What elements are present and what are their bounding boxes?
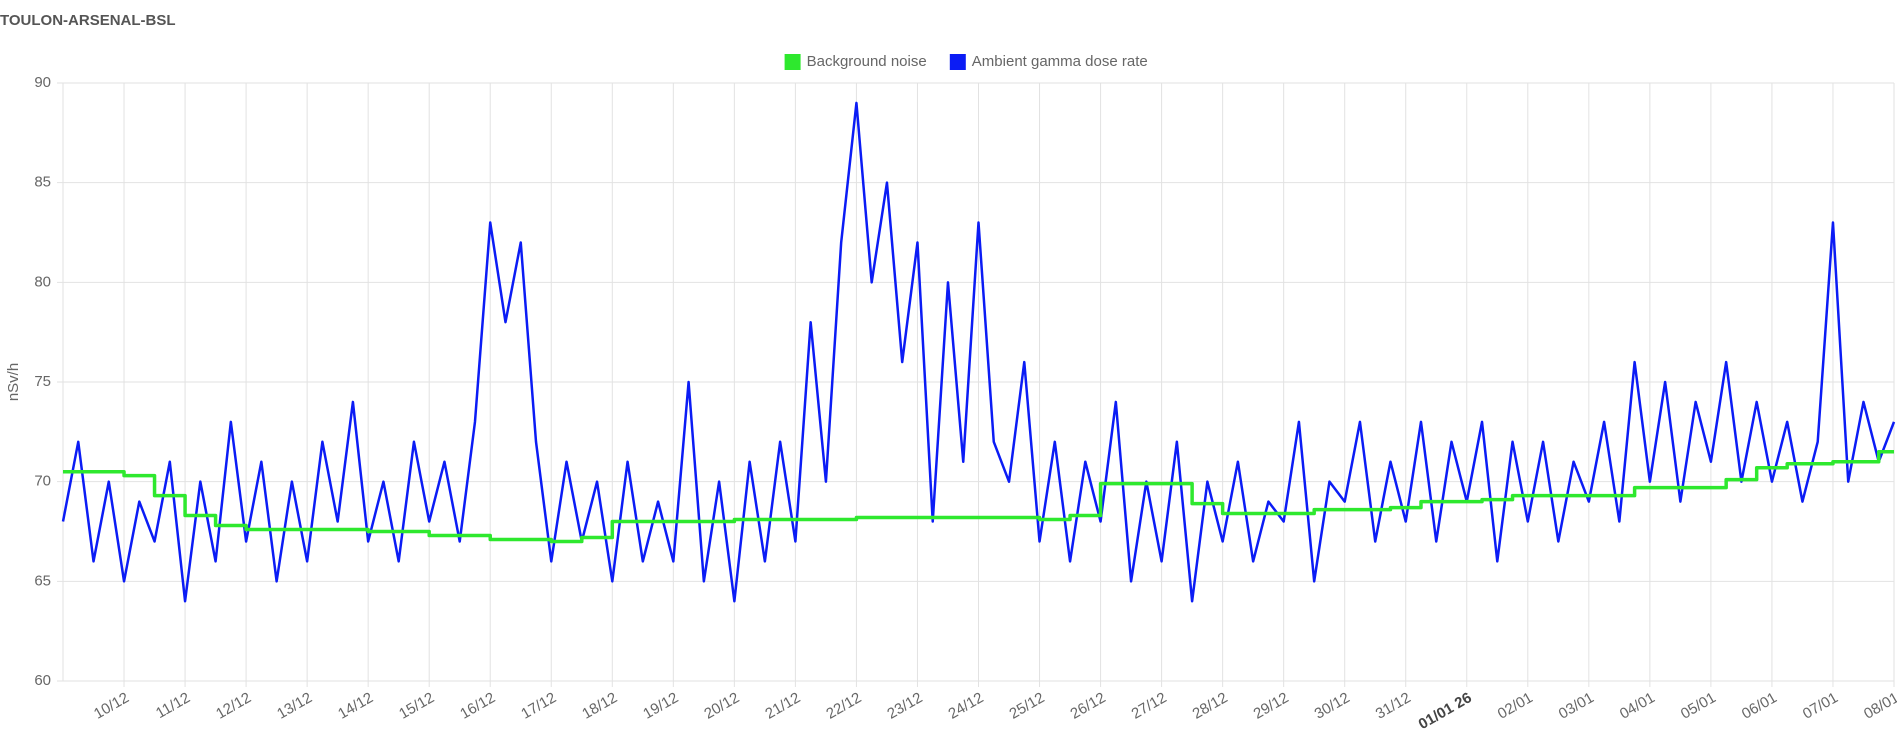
legend-swatch [949,54,966,70]
x-tick-label: 30/12 [1312,689,1353,722]
x-tick-label: 24/12 [945,689,986,722]
y-tick-label: 65 [34,572,51,589]
x-tick-label: 28/12 [1190,689,1231,722]
y-tick-label: 85 [34,174,51,191]
data-line [61,101,1896,603]
y-tick-label: 80 [34,273,51,290]
x-tick-label: 27/12 [1129,689,1170,722]
y-axis-label: nSv/h [5,363,22,401]
x-tick-label: 23/12 [884,689,925,722]
chart-title: TOULON-ARSENAL-BSL [0,12,176,29]
x-tick-label: 11/12 [153,689,193,722]
x-tick-label: 16/12 [457,689,498,722]
x-tick-label: 04/01 [1617,689,1658,722]
x-tick-label: 14/12 [335,689,376,722]
x-tick-label: 07/01 [1800,689,1841,722]
x-tick-label: 13/12 [274,689,315,722]
x-tick-label: 12/12 [213,689,254,722]
x-tick-label: 05/01 [1678,689,1719,722]
x-tick-label: 10/12 [91,689,132,722]
y-tick-label: 70 [34,473,51,490]
x-tick-label: 19/12 [640,689,681,722]
x-tick-label: 17/12 [518,689,559,722]
x-tick-label: 26/12 [1068,689,1109,722]
data-line [63,450,1894,544]
y-tick-label: 90 [34,74,51,91]
x-tick-label: 29/12 [1251,689,1292,722]
y-tick-label: 75 [34,373,51,390]
x-tick-label: 03/01 [1556,689,1597,722]
legend-label: Ambient gamma dose rate [972,53,1148,70]
x-tick-label: 25/12 [1007,689,1048,722]
legend-swatch [784,54,801,70]
legend-label: Background noise [807,53,927,70]
x-tick-label: 18/12 [579,689,620,722]
x-tick-label: 20/12 [701,689,742,722]
x-tick-label: 21/12 [762,689,803,722]
x-tick-label: 22/12 [823,689,864,722]
x-tick-label: 06/01 [1739,689,1780,722]
x-tick-label: 01/01 26 [1416,689,1475,733]
y-tick-label: 60 [34,672,51,689]
x-tick-label: 31/12 [1373,689,1414,722]
x-tick-label: 02/01 [1495,689,1536,722]
x-tick-label: 08/01 [1861,689,1897,722]
x-tick-label: 15/12 [396,689,437,722]
